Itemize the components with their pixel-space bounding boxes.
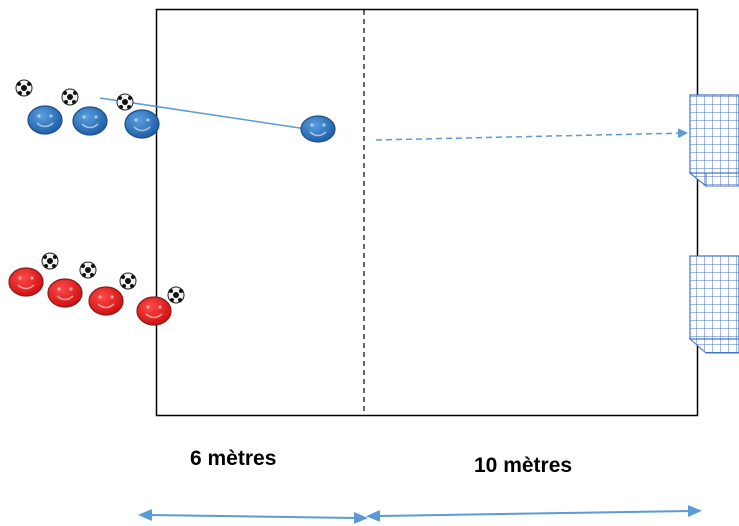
dimension-arrow-left: [150, 515, 356, 518]
right-distance-label: 10 mètres: [474, 454, 572, 478]
blue-player-receiver: [301, 116, 335, 142]
blue-player: [28, 106, 62, 134]
soccer-ball-icon: [117, 94, 133, 110]
red-player: [137, 297, 171, 325]
red-player: [89, 287, 123, 315]
soccer-ball-icon: [62, 89, 78, 105]
red-player: [9, 268, 43, 296]
field-boundary: [157, 10, 698, 416]
soccer-ball-icon: [120, 273, 136, 289]
red-player: [48, 279, 82, 307]
blue-player: [125, 110, 159, 138]
blue-player: [73, 107, 107, 135]
soccer-ball-icon: [168, 287, 184, 303]
soccer-ball-icon: [42, 253, 58, 269]
left-distance-label: 6 mètres: [190, 447, 276, 471]
goal-bottom: [690, 256, 739, 353]
blue-team-balls: [16, 80, 133, 110]
dimension-arrow-right: [378, 511, 690, 516]
soccer-ball-icon: [80, 262, 96, 278]
goal-top: [690, 95, 739, 186]
soccer-ball-icon: [16, 80, 32, 96]
